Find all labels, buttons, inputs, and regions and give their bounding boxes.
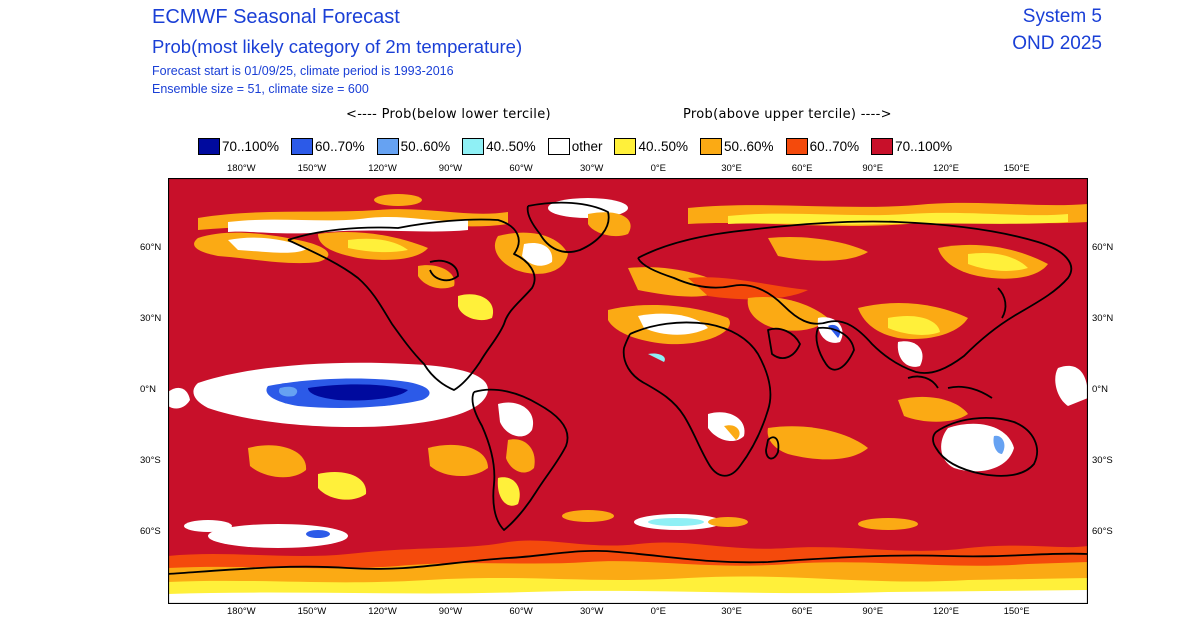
longitude-tick: 150°E [1003,606,1030,617]
southern-hemisphere-patches [248,396,1014,506]
longitude-tick: 180°W [227,606,256,617]
longitude-tick: 120°W [368,163,397,174]
latitude-tick: 60°S [140,526,161,537]
latitude-tick: 0°N [1092,384,1108,395]
latitude-tick: 30°S [140,455,161,466]
legend-item: 60..70% [785,137,860,155]
latitude-tick: 30°N [140,313,162,324]
latitude-tick: 60°N [1092,242,1114,253]
arctic-band [198,194,1088,234]
ensemble-size-info: Ensemble size = 51, climate size = 600 [152,82,369,96]
above-tercile-caption: Prob(above upper tercile) ----> [683,107,892,122]
longitude-tick: 150°W [297,606,327,617]
longitude-tick: 30°W [580,606,604,617]
longitude-tick: 180°W [227,163,256,174]
legend-item: 70..100% [871,137,953,155]
longitude-tick: 60°W [509,163,533,174]
longitude-tick: 90°W [438,606,463,617]
legend-swatch [785,137,808,155]
legend-item: 40..50% [462,137,536,155]
legend-swatch [462,137,485,155]
longitude-tick: 120°E [933,163,959,174]
legend-swatch [614,137,637,155]
antarctic-band [168,510,1088,604]
system-label: System 5 [1022,6,1102,27]
legend-item: 40..50% [614,137,689,155]
longitude-tick: 120°E [933,606,959,617]
north-hemisphere-patches [194,212,631,321]
forecast-period: OND 2025 [1012,33,1102,54]
latitude-tick: 30°N [1092,313,1114,324]
legend-label: 60..70% [809,138,860,154]
map-title: ECMWF Seasonal Forecast [152,6,400,28]
legend-item: other [547,137,603,155]
coastlines [168,201,1088,575]
legend-swatch [871,137,894,155]
longitude-tick: 90°E [862,163,884,174]
longitude-tick: 60°W [509,606,533,617]
longitude-tick: 150°W [297,163,327,174]
longitude-tick: 30°E [721,606,742,617]
legend-label: 60..70% [315,138,365,154]
longitude-tick: 60°E [791,606,813,617]
world-map [168,178,1088,604]
latitude-tick: 60°N [140,242,162,253]
map-subtitle: Prob(most likely category of 2m temperat… [152,36,523,57]
longitude-tick: 150°E [1003,163,1030,174]
equatorial-pacific-anomaly [168,362,1088,428]
legend-label: 40..50% [486,138,536,154]
legend-label: 70..100% [222,138,280,154]
legend-swatch [291,137,314,155]
legend-item: 60..70% [291,137,365,155]
below-tercile-caption: <---- Prob(below lower tercile) [346,107,551,122]
forecast-start-info: Forecast start is 01/09/25, climate peri… [152,64,454,78]
legend-label: 70..100% [895,138,953,154]
longitude-tick: 0°E [650,163,667,174]
longitude-tick: 30°E [721,163,742,174]
latitude-tick: 0°N [140,384,156,395]
legend-item: 70..100% [198,137,280,155]
legend-swatch [547,137,570,155]
legend-swatch [700,137,723,155]
longitude-tick: 60°E [791,163,813,174]
longitude-tick: 90°E [862,606,884,617]
longitude-tick: 90°W [438,163,463,174]
longitude-tick: 30°W [580,163,604,174]
latitude-tick: 30°S [1092,455,1113,466]
legend-swatch [376,137,399,155]
legend-label: 50..60% [724,138,774,154]
legend-label: 40..50% [638,138,689,154]
legend: 70..100% 60..70% 50..60% 40..50% other 40..50… [198,136,964,156]
legend-swatch [198,137,220,155]
map-frame [168,178,1088,604]
longitude-tick: 0°E [650,606,667,617]
legend-item: 50..60% [376,137,451,155]
longitude-tick: 120°W [368,606,397,617]
legend-label: 50..60% [400,138,451,154]
legend-label: other [571,138,603,154]
eastern-hemisphere-patches [608,236,1048,442]
legend-item: 50..60% [700,137,774,155]
latitude-tick: 60°S [1092,526,1113,537]
